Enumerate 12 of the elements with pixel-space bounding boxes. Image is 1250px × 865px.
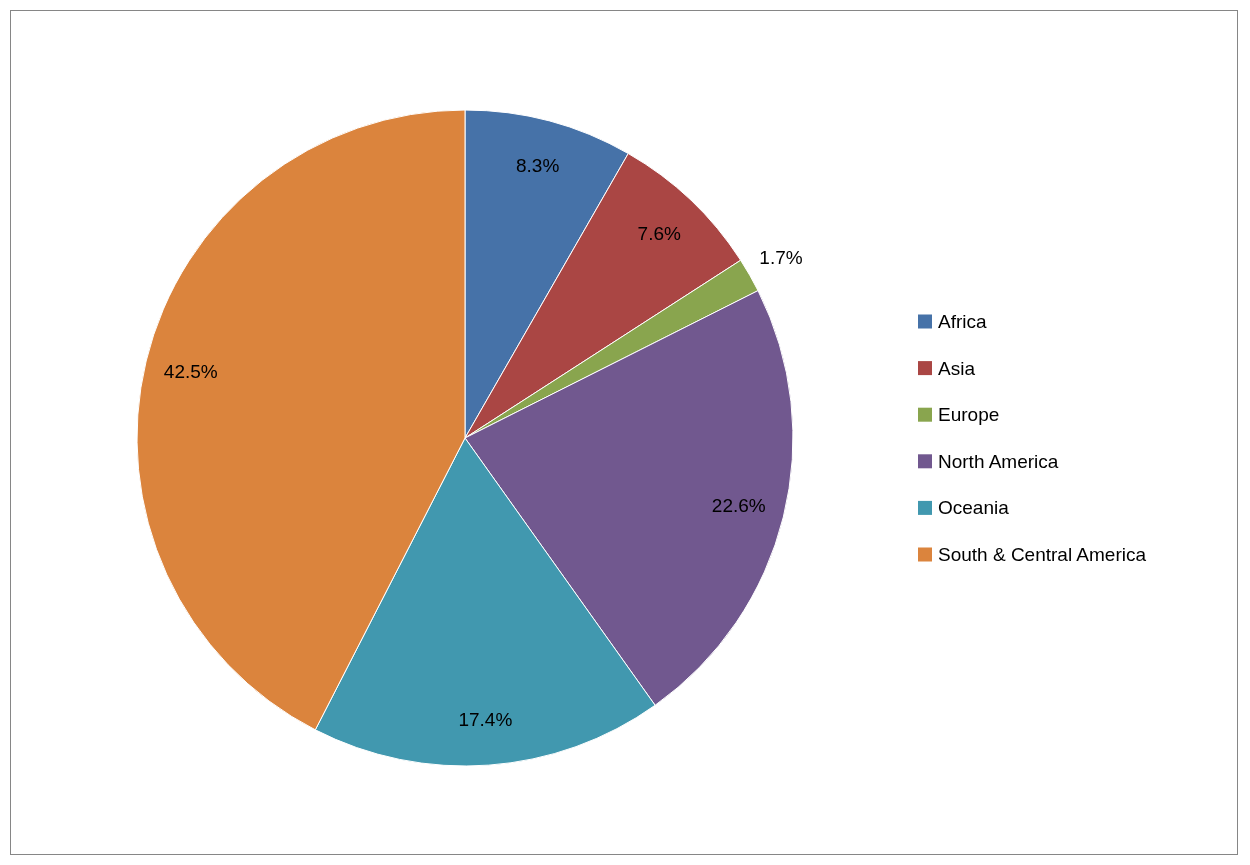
legend-label: South & Central America <box>938 544 1147 565</box>
data-label: 7.6% <box>637 222 681 244</box>
data-label: 8.3% <box>516 154 560 176</box>
legend-label: Oceania <box>938 497 1010 519</box>
legend-label: Europe <box>938 404 1000 426</box>
data-label: 42.5% <box>163 361 218 383</box>
data-label: 17.4% <box>458 708 513 730</box>
data-label: 1.7% <box>759 246 803 268</box>
legend-label: Africa <box>938 311 987 332</box>
data-label: 22.6% <box>711 495 766 517</box>
legend-label: Asia <box>938 357 976 379</box>
legend-label: North America <box>938 450 1059 472</box>
